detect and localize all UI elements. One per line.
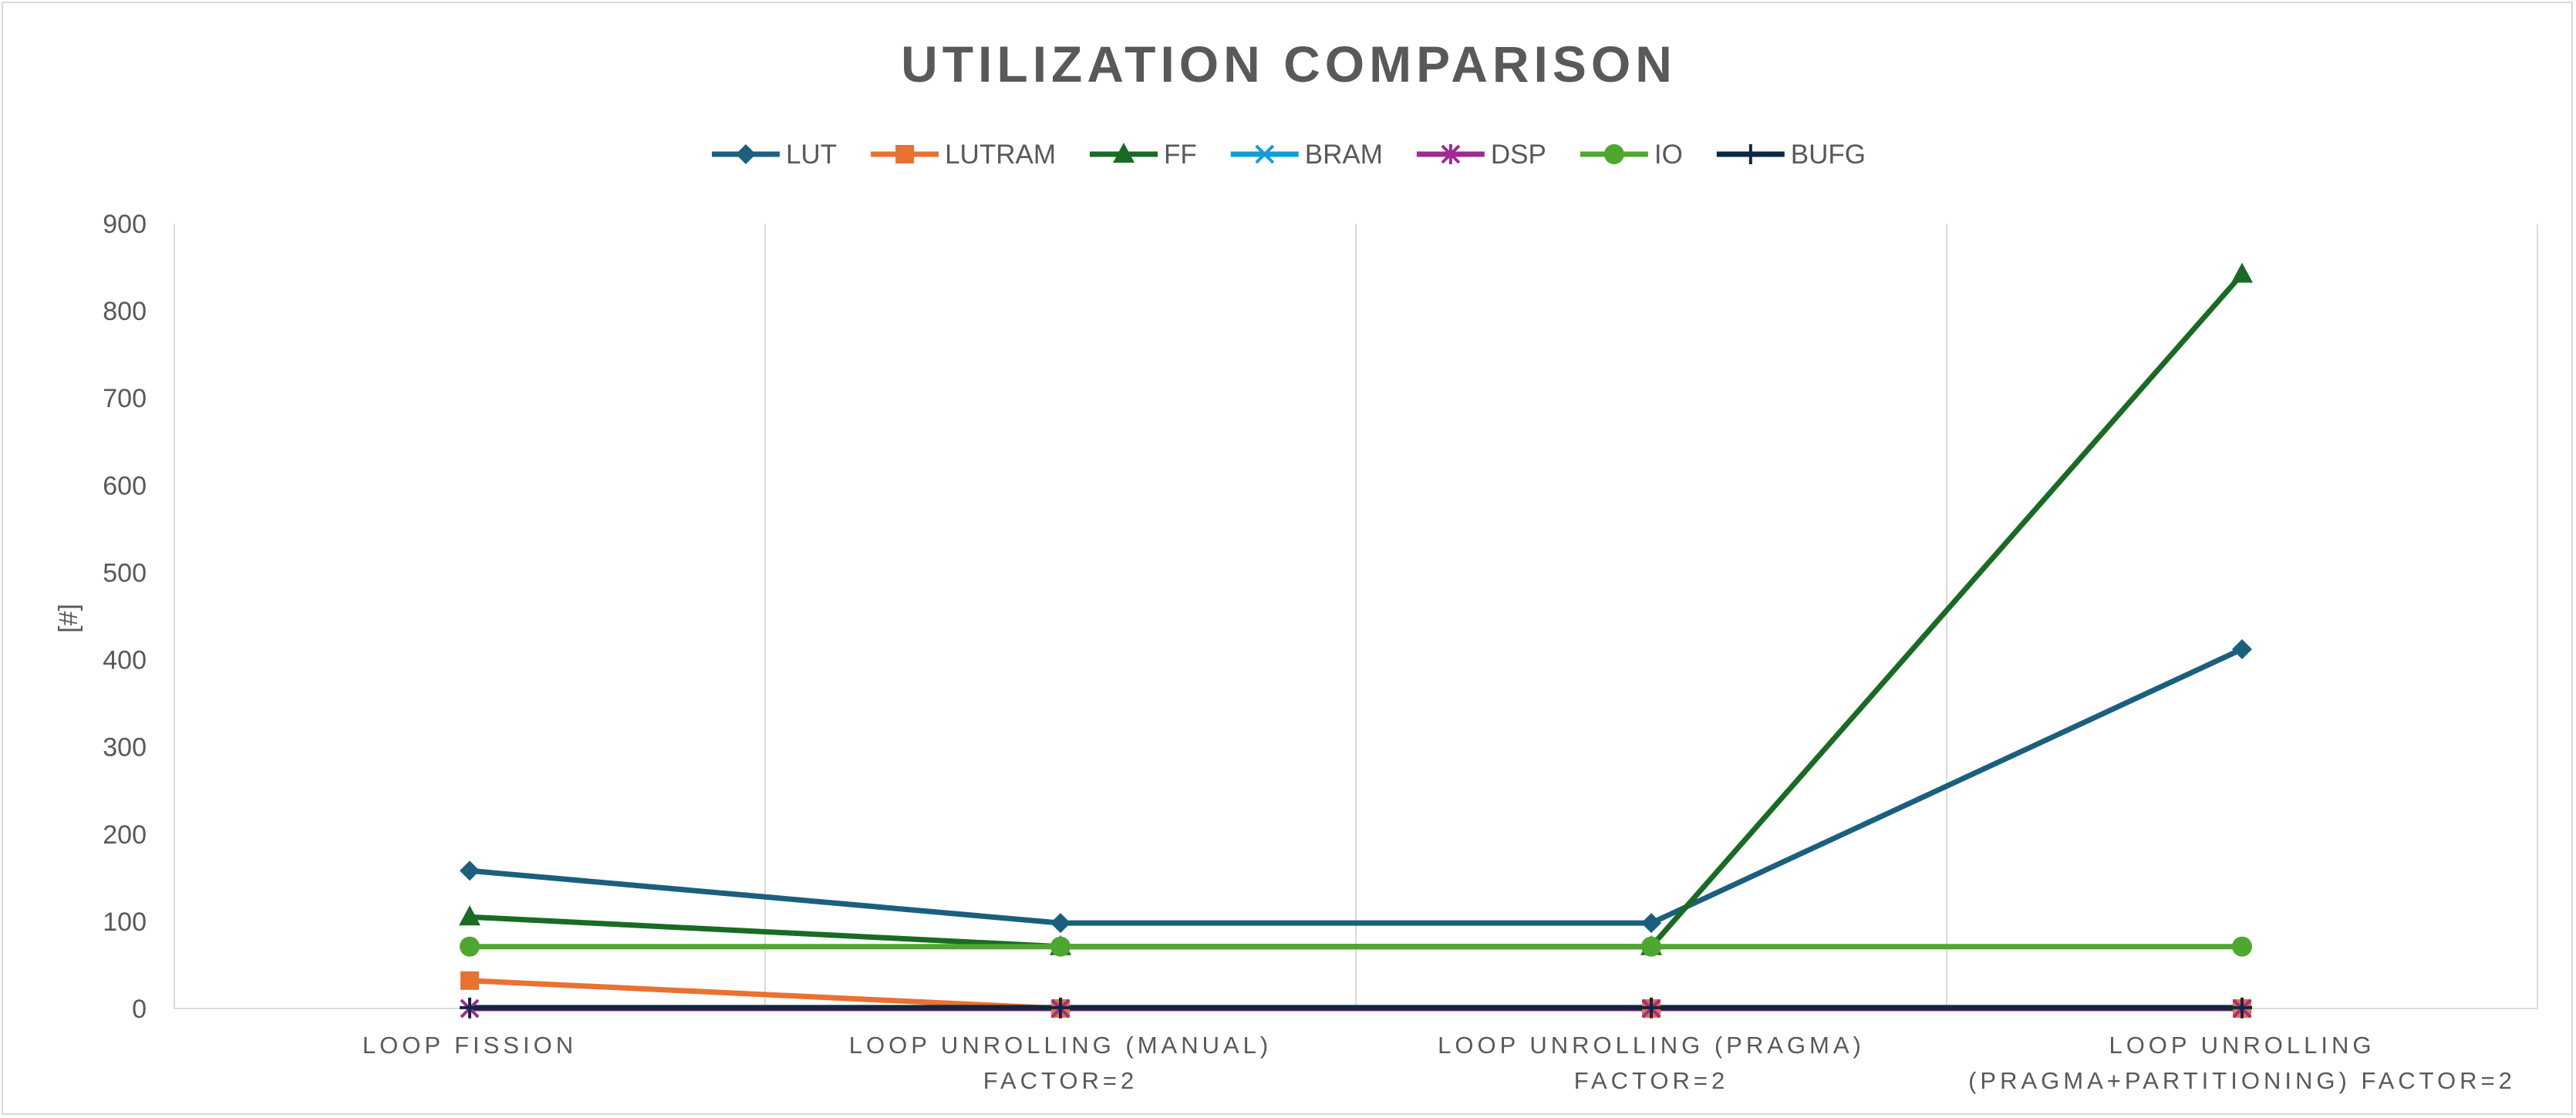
legend-label-ff: FF [1164, 140, 1197, 170]
y-tick-label: 300 [103, 733, 147, 763]
y-tick-label: 0 [132, 995, 147, 1024]
data-point-lut [1050, 913, 1071, 934]
data-point-lut [1641, 913, 1661, 934]
legend-marker-lutram [895, 145, 915, 163]
y-axis-label: [#] [54, 604, 83, 633]
data-point-ff [459, 905, 480, 926]
y-axis-ticks: 0 100 200 300 400 500 600 700 800 900 [103, 210, 147, 1024]
legend-marker-ff [1112, 143, 1135, 163]
y-tick-label: 900 [103, 210, 147, 239]
data-point-bufg [460, 997, 480, 1018]
y-tick-label: 800 [103, 297, 147, 326]
legend: LUT LUTRAM FF BRAM DSP IO BUFG [711, 140, 1866, 170]
y-tick-label: 600 [103, 471, 147, 500]
x-axis-ticks: LOOP FISSION LOOP UNROLLING (MANUAL) FACTO… [362, 1032, 2516, 1094]
legend-item-bram: BRAM [1230, 140, 1383, 170]
legend-item-bufg: BUFG [1716, 140, 1866, 170]
x-tick-label: LOOP FISSION [362, 1032, 577, 1059]
legend-item-lut: LUT [711, 140, 837, 170]
y-tick-label: 400 [103, 646, 147, 675]
legend-marker-io [1603, 144, 1624, 164]
y-tick-label: 200 [103, 820, 147, 850]
x-tick-label: FACTOR=2 [983, 1067, 1138, 1094]
legend-marker-bufg [1740, 144, 1761, 164]
chart-title: UTILIZATION COMPARISON [901, 35, 1677, 93]
legend-label-io: IO [1654, 140, 1683, 170]
utilization-chart: UTILIZATION COMPARISON LUT LUTRAM FF BRAM DS… [54, 35, 2538, 1094]
y-tick-label: 500 [103, 558, 147, 588]
legend-item-ff: FF [1089, 140, 1197, 170]
legend-label-dsp: DSP [1491, 140, 1546, 170]
data-point-lut [460, 860, 480, 881]
legend-label-bram: BRAM [1305, 140, 1383, 170]
x-tick-label: LOOP UNROLLING [2109, 1032, 2375, 1059]
legend-item-dsp: DSP [1416, 140, 1546, 170]
x-tick-label: (PRAGMA+PARTITIONING) FACTOR=2 [1968, 1067, 2516, 1094]
legend-label-bufg: BUFG [1791, 140, 1866, 170]
data-point-bufg [1641, 997, 1661, 1018]
legend-marker-dsp [1441, 144, 1461, 164]
legend-label-lutram: LUTRAM [945, 140, 1056, 170]
series-markers [459, 262, 2253, 1019]
legend-item-lutram: LUTRAM [871, 140, 1056, 170]
data-point-io [2232, 936, 2252, 957]
data-point-io [460, 936, 480, 957]
data-point-lutram [460, 971, 479, 990]
x-tick-label: LOOP UNROLLING (PRAGMA) [1438, 1032, 1865, 1059]
data-point-bufg [2232, 997, 2252, 1018]
legend-label-lut: LUT [786, 140, 837, 170]
legend-item-io: IO [1580, 140, 1683, 170]
series-line-lut [467, 646, 2245, 926]
series-lines [467, 271, 2245, 1012]
data-point-lut [2232, 638, 2252, 659]
y-tick-label: 100 [103, 908, 147, 937]
x-tick-label: FACTOR=2 [1574, 1067, 1729, 1094]
data-point-io [1641, 936, 1661, 957]
data-point-ff [2231, 262, 2253, 283]
y-tick-label: 700 [103, 384, 147, 413]
data-point-io [1050, 936, 1071, 957]
legend-marker-bram [1255, 144, 1275, 164]
x-tick-label: LOOP UNROLLING (MANUAL) [849, 1032, 1273, 1059]
legend-marker-lut [735, 144, 756, 164]
data-point-bufg [1050, 997, 1071, 1018]
